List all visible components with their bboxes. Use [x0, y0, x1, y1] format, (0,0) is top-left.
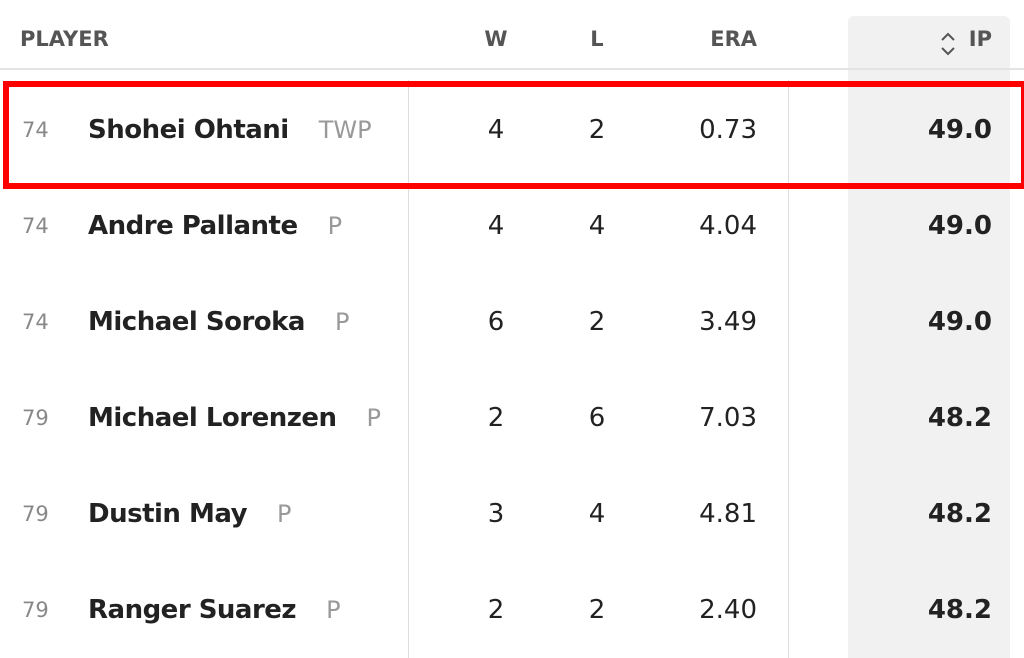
era: 4.81 — [699, 499, 757, 529]
rank: 79 — [22, 598, 49, 622]
player-name[interactable]: Michael Lorenzen — [88, 403, 337, 433]
player-cell: Michael Lorenzen P — [88, 398, 381, 438]
era: 0.73 — [699, 115, 757, 145]
column-header[interactable]: IP — [968, 27, 992, 51]
highlight-box — [3, 81, 1024, 189]
losses: 2 — [588, 595, 606, 625]
column-header[interactable]: PLAYER — [20, 27, 109, 51]
innings-pitched: 48.2 — [927, 403, 992, 433]
player-name[interactable]: Ranger Suarez — [88, 595, 297, 625]
position: P — [326, 596, 341, 624]
player-name[interactable]: Andre Pallante — [88, 211, 298, 241]
column-header[interactable]: ERA — [710, 27, 757, 51]
losses: 2 — [588, 307, 606, 337]
wins: 3 — [487, 499, 505, 529]
header-divider — [0, 68, 1024, 70]
sorted-column-bg — [848, 16, 1010, 658]
sort-icon[interactable] — [938, 30, 958, 58]
column-divider — [788, 80, 789, 658]
innings-pitched: 49.0 — [927, 307, 992, 337]
rank: 74 — [22, 118, 49, 142]
column-divider — [408, 80, 409, 658]
player-cell: Shohei Ohtani TWP — [88, 110, 372, 150]
player-name[interactable]: Shohei Ohtani — [88, 115, 289, 145]
rank: 79 — [22, 502, 49, 526]
innings-pitched: 49.0 — [927, 211, 992, 241]
rank: 74 — [22, 214, 49, 238]
innings-pitched: 48.2 — [927, 595, 992, 625]
wins: 2 — [487, 595, 505, 625]
player-name[interactable]: Dustin May — [88, 499, 248, 529]
position: P — [277, 500, 292, 528]
losses: 6 — [588, 403, 606, 433]
era: 3.49 — [699, 307, 757, 337]
wins: 6 — [487, 307, 505, 337]
position: TWP — [318, 116, 372, 144]
position: P — [327, 212, 343, 240]
column-header[interactable]: W — [484, 27, 508, 51]
innings-pitched: 48.2 — [927, 499, 992, 529]
innings-pitched: 49.0 — [927, 115, 992, 145]
era: 2.40 — [699, 595, 757, 625]
losses: 2 — [588, 115, 606, 145]
player-cell: Andre Pallante P — [88, 206, 342, 246]
position: P — [334, 308, 350, 336]
player-cell: Michael Soroka P — [88, 302, 349, 342]
player-cell: Dustin May P — [88, 494, 292, 534]
losses: 4 — [588, 499, 606, 529]
wins: 2 — [487, 403, 505, 433]
column-header[interactable]: L — [590, 27, 604, 51]
position: P — [366, 404, 382, 432]
rank: 79 — [22, 406, 49, 430]
wins: 4 — [487, 115, 505, 145]
era: 7.03 — [699, 403, 757, 433]
rank: 74 — [22, 310, 49, 334]
player-cell: Ranger Suarez P — [88, 590, 341, 630]
losses: 4 — [588, 211, 606, 241]
wins: 4 — [487, 211, 505, 241]
era: 4.04 — [699, 211, 757, 241]
player-name[interactable]: Michael Soroka — [88, 307, 305, 337]
